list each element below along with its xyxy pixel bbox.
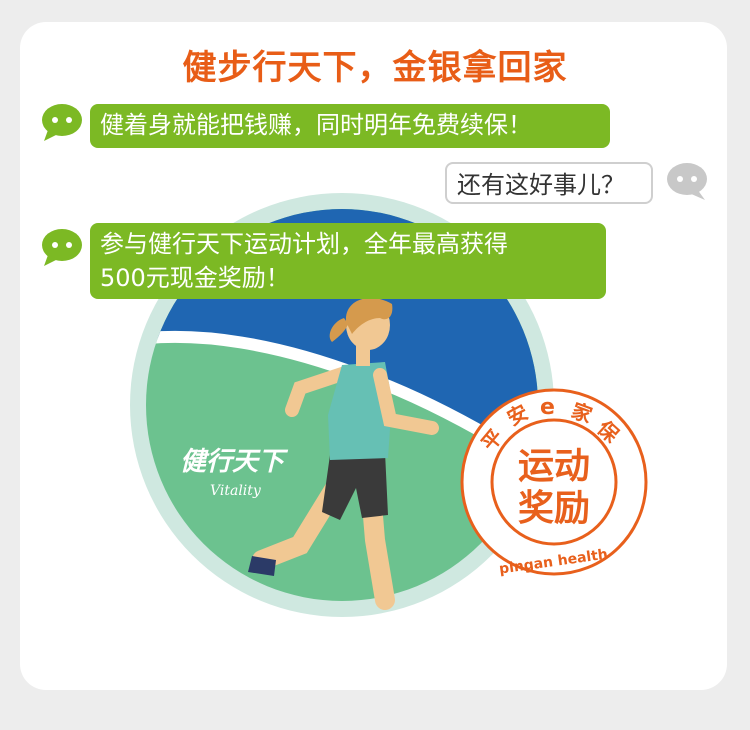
vitality-logo-cn: 健行天下: [180, 447, 289, 477]
chat-message-outgoing: 还有这好事儿？: [445, 162, 653, 204]
chat-message-line: 500元现金奖励！: [100, 264, 290, 292]
chat-bubble-icon: [667, 163, 707, 200]
stamp-center-line2: 奖励: [518, 488, 590, 529]
vitality-logo-en: Vitality: [210, 483, 262, 499]
vitality-logo: 健行天下 Vitality: [180, 447, 289, 499]
reward-stamp: 平 安 e 家 保 运动 奖励 pingan health: [460, 388, 648, 578]
wechat-chat-icon: [42, 104, 82, 141]
chat-message-incoming: 健着身就能把钱赚，同时明年免费续保！: [90, 104, 610, 148]
stamp-center-line1: 运动: [518, 446, 590, 487]
runner-figure: [248, 298, 439, 610]
wechat-chat-icon: [42, 229, 82, 266]
chat-message-incoming: 参与健行天下运动计划，全年最高获得 500元现金奖励！: [90, 223, 606, 299]
stamp-arc-char-3: e: [540, 395, 555, 420]
chat-message-line: 参与健行天下运动计划，全年最高获得: [100, 230, 508, 258]
page-title: 健步行天下，金银拿回家: [182, 48, 568, 88]
